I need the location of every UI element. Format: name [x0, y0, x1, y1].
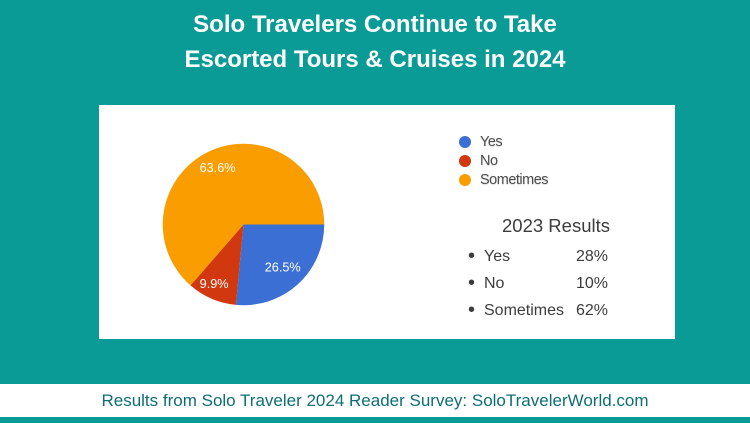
svg-text:63.6%: 63.6% — [200, 161, 236, 175]
svg-text:9.9%: 9.9% — [200, 277, 229, 291]
svg-text:26.5%: 26.5% — [265, 261, 301, 275]
